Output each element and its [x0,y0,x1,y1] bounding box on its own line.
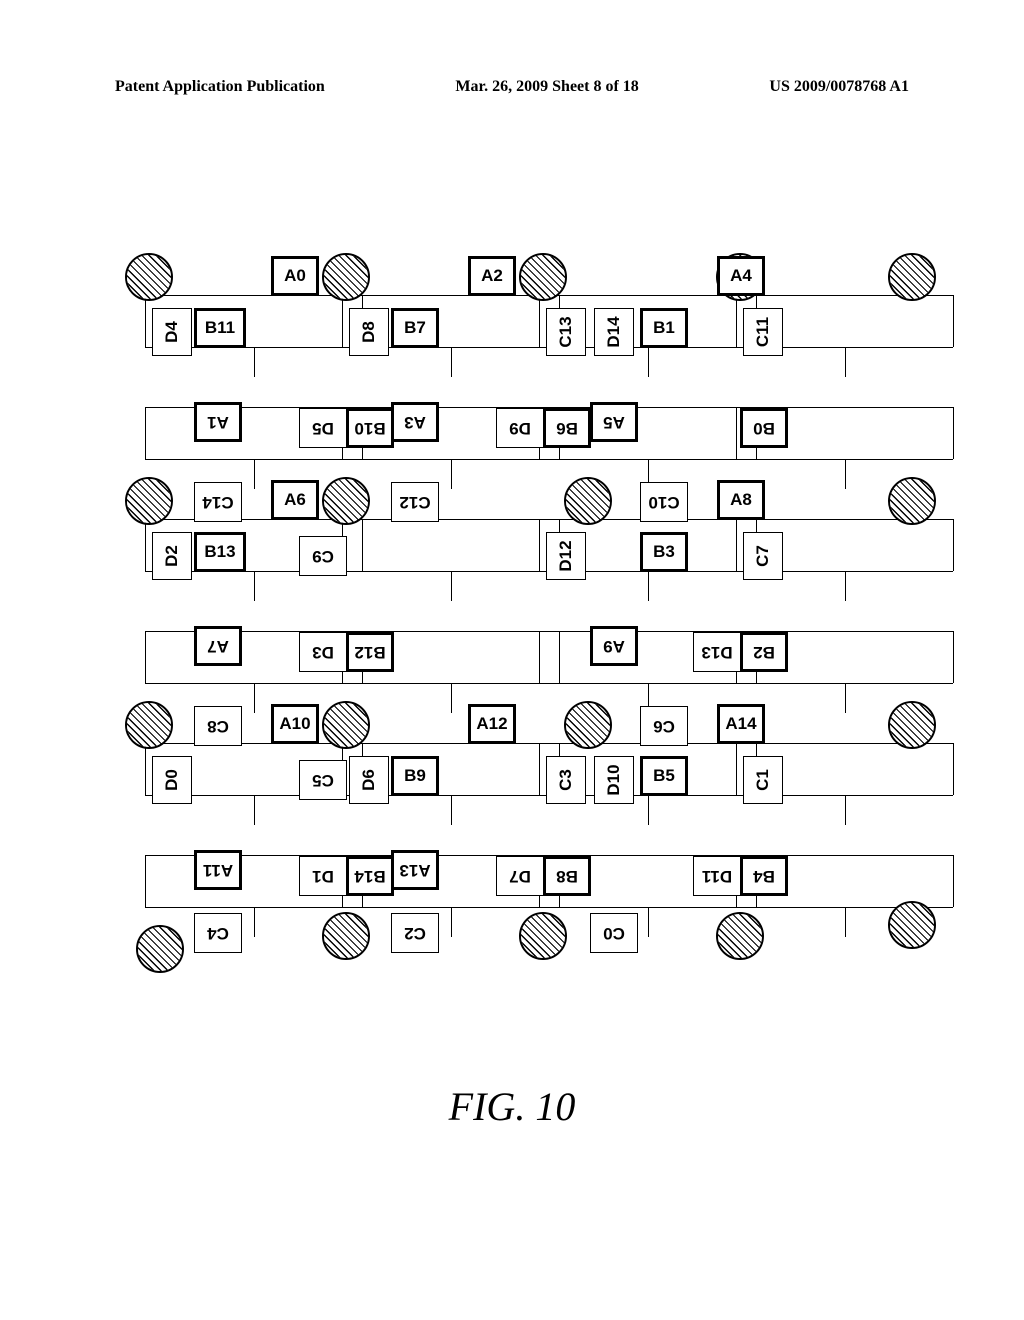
cell-b4: B4 [740,856,788,896]
cell-a7: A7 [194,626,242,666]
cell-a10: A10 [271,704,319,744]
hatched-circle [322,912,370,960]
cell-d7: D7 [496,856,544,896]
cell-b11: B11 [194,308,246,348]
cell-b3: B3 [640,532,688,572]
cell-c14: C14 [194,482,242,522]
hatched-circle [322,477,370,525]
cell-b1: B1 [640,308,688,348]
cell-d1: D1 [299,856,347,896]
header-right: US 2009/0078768 A1 [769,78,909,96]
cell-b7: B7 [391,308,439,348]
cell-d5: D5 [299,408,347,448]
cell-d2: D2 [152,532,192,580]
cell-c3: C3 [546,756,586,804]
cell-a6: A6 [271,480,319,520]
hatched-circle [888,701,936,749]
hatched-circle [716,912,764,960]
hatched-circle [519,912,567,960]
hatched-circle [888,477,936,525]
cell-b14: B14 [346,856,394,896]
cell-a11: A11 [194,850,242,890]
hatched-circle [519,253,567,301]
cell-b0: B0 [740,408,788,448]
cell-c2: C2 [391,913,439,953]
cell-a13: A13 [391,850,439,890]
cell-d10: D10 [594,756,634,804]
cell-a12: A12 [468,704,516,744]
cell-c9: C9 [299,536,347,576]
cell-d4: D4 [152,308,192,356]
cell-b8: B8 [543,856,591,896]
cell-c13: C13 [546,308,586,356]
cell-a2: A2 [468,256,516,296]
hatched-circle [564,477,612,525]
cell-a5: A5 [590,402,638,442]
page-header: Patent Application Publication Mar. 26, … [0,78,1024,96]
hatched-circle [125,701,173,749]
cell-b9: B9 [391,756,439,796]
hatched-circle [888,253,936,301]
cell-c10: C10 [640,482,688,522]
cell-a1: A1 [194,402,242,442]
cell-b10: B10 [346,408,394,448]
cell-d6: D6 [349,756,389,804]
cell-a9: A9 [590,626,638,666]
cell-c6: C6 [640,706,688,746]
hatched-circle [136,925,184,973]
cell-b12: B12 [346,632,394,672]
cell-a8: A8 [717,480,765,520]
cell-c1: C1 [743,756,783,804]
cell-d0: D0 [152,756,192,804]
cell-b2: B2 [740,632,788,672]
cell-a3: A3 [391,402,439,442]
figure-caption: FIG. 10 [0,1083,1024,1130]
cell-d11: D11 [693,856,741,896]
hatched-circle [125,477,173,525]
header-center: Mar. 26, 2009 Sheet 8 of 18 [455,78,638,96]
cell-d13: D13 [693,632,741,672]
cell-a0: A0 [271,256,319,296]
cell-b6: B6 [543,408,591,448]
cell-c4: C4 [194,913,242,953]
cell-d14: D14 [594,308,634,356]
cell-c0: C0 [590,913,638,953]
hatched-circle [125,253,173,301]
cell-c7: C7 [743,532,783,580]
cell-c12: C12 [391,482,439,522]
hatched-circle [322,253,370,301]
cell-b13: B13 [194,532,246,572]
cell-c11: C11 [743,308,783,356]
cell-a14: A14 [717,704,765,744]
header-left: Patent Application Publication [115,78,325,96]
hatched-circle [322,701,370,749]
cell-b5: B5 [640,756,688,796]
cell-d3: D3 [299,632,347,672]
cell-a4: A4 [717,256,765,296]
cell-d12: D12 [546,532,586,580]
cell-d9: D9 [496,408,544,448]
figure-10: A0A2A4D4B11D8B7C13D14B1C11A1D5B10A3D9B6A… [100,250,920,960]
hatched-circle [888,901,936,949]
cell-c5: C5 [299,760,347,800]
cell-d8: D8 [349,308,389,356]
cell-c8: C8 [194,706,242,746]
hatched-circle [564,701,612,749]
